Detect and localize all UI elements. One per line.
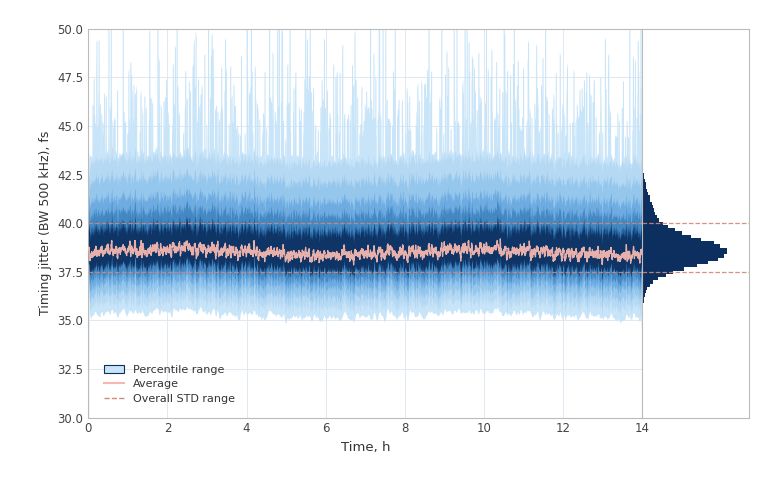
Bar — [642, 280, 654, 284]
Bar — [642, 241, 714, 244]
Bar — [642, 215, 657, 218]
Bar — [642, 300, 644, 303]
Bar — [642, 277, 657, 280]
Bar — [642, 238, 701, 241]
Bar — [642, 179, 644, 182]
Bar — [642, 202, 651, 205]
Bar — [642, 261, 708, 264]
Bar — [642, 244, 720, 248]
Bar — [642, 166, 643, 169]
Bar — [642, 303, 643, 307]
Bar — [642, 257, 718, 261]
Bar — [642, 274, 666, 277]
Y-axis label: Timing jitter (BW 500 kHz), fs: Timing jitter (BW 500 kHz), fs — [38, 131, 51, 315]
Bar — [642, 254, 724, 258]
Bar — [642, 195, 650, 199]
Bar — [642, 225, 668, 228]
Bar — [642, 169, 644, 173]
Bar — [642, 297, 644, 300]
Bar — [642, 248, 727, 251]
Legend: Percentile range, Average, Overall STD range: Percentile range, Average, Overall STD r… — [99, 360, 239, 408]
Bar — [642, 218, 660, 222]
Bar — [642, 222, 663, 225]
Bar — [642, 199, 650, 202]
Bar — [642, 284, 650, 287]
Bar — [642, 186, 646, 189]
Bar — [642, 251, 727, 254]
Bar — [642, 228, 675, 231]
Bar — [642, 212, 655, 215]
Bar — [642, 267, 684, 271]
Bar — [642, 189, 647, 192]
Bar — [642, 172, 644, 176]
Bar — [642, 192, 648, 195]
Bar — [642, 182, 645, 186]
Bar — [642, 307, 644, 310]
X-axis label: Time, h: Time, h — [340, 441, 390, 454]
Bar — [642, 264, 697, 267]
Bar — [642, 293, 645, 297]
Bar — [642, 271, 674, 274]
Bar — [642, 231, 682, 235]
Bar — [642, 208, 654, 212]
Bar — [642, 176, 644, 179]
Bar — [642, 287, 647, 290]
Bar — [642, 205, 653, 208]
Bar — [642, 235, 691, 238]
Bar — [642, 290, 646, 293]
